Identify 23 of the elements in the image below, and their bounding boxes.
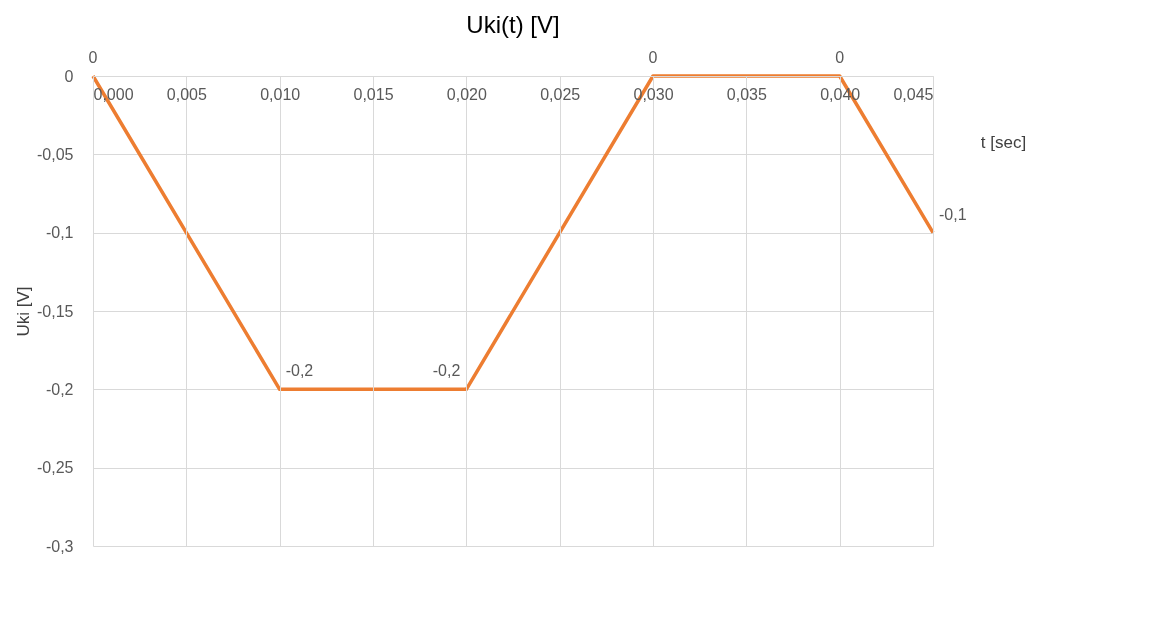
data-label: 0 bbox=[835, 49, 845, 66]
y-tick-label: -0,2 bbox=[45, 380, 74, 398]
x-tick-label: 0,025 bbox=[540, 85, 581, 103]
data-label: 0 bbox=[648, 49, 658, 66]
x-tick-label: 0,010 bbox=[260, 85, 301, 103]
y-tick-label: -0,15 bbox=[37, 302, 74, 320]
chart-title: Uki(t) [V] bbox=[466, 11, 560, 38]
y-tick-label: 0 bbox=[64, 67, 74, 85]
x-tick-label: 0,035 bbox=[726, 85, 767, 103]
x-tick-label: 0,045 bbox=[893, 85, 934, 103]
x-tick-label: 0,015 bbox=[353, 85, 394, 103]
data-label: -0,1 bbox=[939, 205, 967, 223]
data-label: 0 bbox=[88, 49, 98, 66]
data-label: -0,2 bbox=[432, 362, 461, 380]
y-axis-title: Uki [V] bbox=[14, 286, 34, 337]
y-tick-label: -0,3 bbox=[45, 537, 74, 555]
y-tick-label: -0,1 bbox=[45, 224, 74, 242]
y-tick-label: -0,05 bbox=[37, 145, 74, 163]
x-axis-title: t [sec] bbox=[980, 132, 1027, 152]
x-tick-label: 0,005 bbox=[166, 85, 207, 103]
x-tick-label: 0,020 bbox=[446, 85, 487, 103]
y-tick-label: -0,25 bbox=[37, 459, 74, 477]
data-label: -0,2 bbox=[285, 362, 314, 380]
